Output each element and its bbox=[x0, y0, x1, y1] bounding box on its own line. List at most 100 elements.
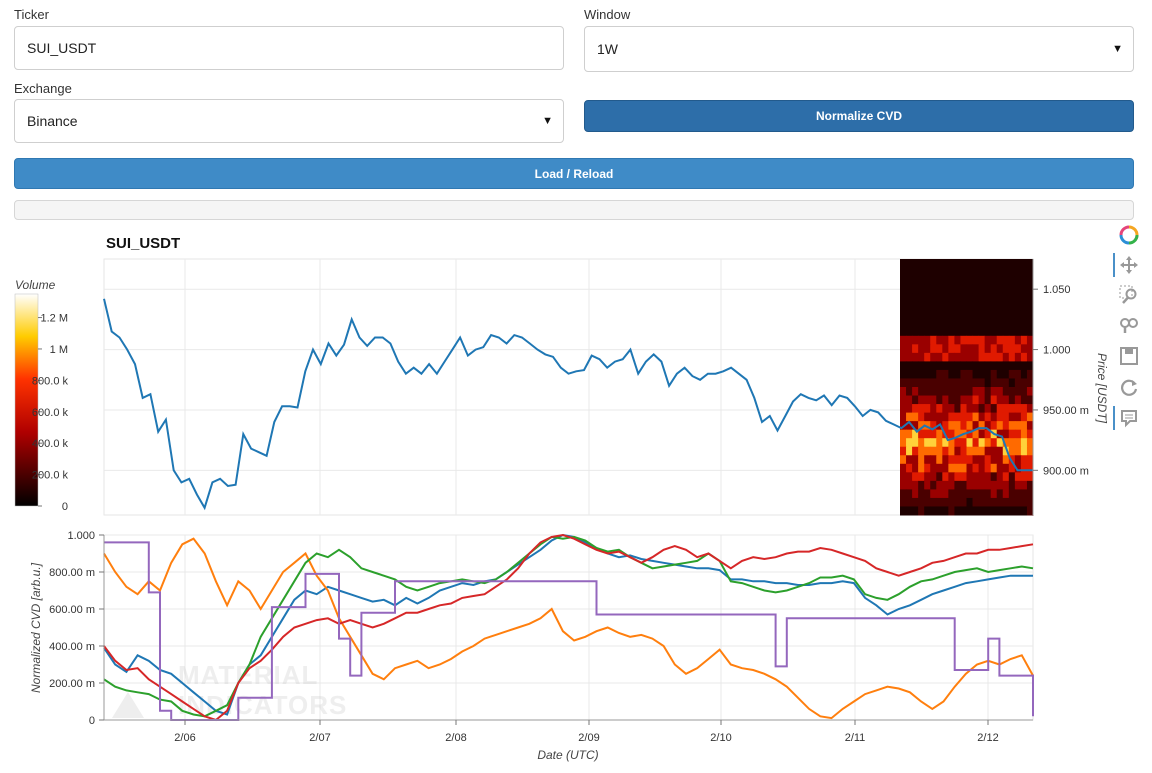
heatmap-cell bbox=[954, 421, 961, 431]
heatmap-cell bbox=[966, 259, 974, 269]
heatmap-cell bbox=[984, 293, 992, 303]
heatmap-cell bbox=[924, 497, 931, 507]
heatmap-cell bbox=[978, 369, 986, 379]
heatmap-cell bbox=[984, 301, 992, 311]
reset-icon[interactable] bbox=[1119, 377, 1139, 397]
normalize-cvd-button[interactable]: Normalize CVD bbox=[584, 100, 1134, 132]
heatmap-cell bbox=[1026, 455, 1034, 465]
heatmap-cell bbox=[906, 497, 913, 507]
pan-icon[interactable] bbox=[1113, 253, 1139, 277]
ticker-input[interactable]: SUI_USDT bbox=[14, 26, 564, 70]
heatmap-cell bbox=[996, 395, 1004, 405]
x-tick-label: 2/09 bbox=[578, 732, 599, 744]
heatmap-cell bbox=[1008, 395, 1016, 405]
heatmap-cell bbox=[1008, 318, 1016, 328]
heatmap-cell bbox=[918, 387, 925, 397]
caret-down-icon: ▼ bbox=[542, 115, 553, 127]
heatmap-cell bbox=[1002, 301, 1010, 311]
heatmap-cell bbox=[918, 404, 925, 414]
heatmap-cell bbox=[936, 267, 943, 277]
heatmap-cell bbox=[954, 284, 961, 294]
heatmap-cell bbox=[924, 412, 931, 422]
heatmap-cell bbox=[954, 259, 961, 269]
heatmap-cell bbox=[1020, 480, 1028, 490]
save-icon[interactable] bbox=[1119, 346, 1139, 366]
heatmap-cell bbox=[966, 412, 974, 422]
heatmap-cell bbox=[918, 259, 925, 269]
heatmap-cell bbox=[996, 429, 1004, 439]
heatmap-cell bbox=[1020, 327, 1028, 337]
heatmap-cell bbox=[966, 276, 974, 286]
heatmap-cell bbox=[924, 301, 931, 311]
heatmap-cell bbox=[984, 327, 992, 337]
heatmap-cell bbox=[924, 506, 931, 516]
heatmap-cell bbox=[930, 387, 937, 397]
heatmap-cell bbox=[924, 276, 931, 286]
heatmap-cell bbox=[918, 344, 925, 354]
heatmap-cell bbox=[948, 489, 955, 499]
heatmap-cell bbox=[978, 446, 986, 456]
heatmap-cell bbox=[996, 480, 1004, 490]
wheel-zoom-icon[interactable] bbox=[1119, 315, 1139, 335]
heatmap-cell bbox=[972, 455, 980, 465]
heatmap-cell bbox=[960, 335, 967, 345]
heatmap-cell bbox=[1008, 497, 1016, 507]
heatmap-cell bbox=[990, 497, 998, 507]
window-select[interactable]: 1W ▼ bbox=[584, 26, 1134, 72]
heatmap-cell bbox=[978, 404, 986, 414]
heatmap-cell bbox=[1002, 387, 1010, 397]
heatmap-cell bbox=[948, 395, 955, 405]
heatmap-cell bbox=[900, 412, 907, 422]
heatmap-cell bbox=[936, 489, 943, 499]
heatmap-cell bbox=[1026, 335, 1034, 345]
cvd-series-line bbox=[103, 537, 1034, 720]
heatmap-cell bbox=[1002, 472, 1010, 482]
heatmap-cell bbox=[1014, 404, 1022, 414]
heatmap-cell bbox=[1026, 301, 1034, 311]
heatmap-cell bbox=[948, 387, 955, 397]
heatmap-cell bbox=[984, 463, 992, 473]
heatmap-cell bbox=[978, 497, 986, 507]
heatmap-cell bbox=[972, 259, 980, 269]
heatmap-cell bbox=[936, 438, 943, 448]
exchange-select[interactable]: Binance ▼ bbox=[14, 99, 564, 143]
heatmap-cell bbox=[942, 361, 949, 371]
heatmap-cell bbox=[942, 480, 949, 490]
heatmap-cell bbox=[954, 387, 961, 397]
load-reload-button[interactable]: Load / Reload bbox=[14, 158, 1134, 189]
heatmap-cell bbox=[1008, 446, 1016, 456]
heatmap-cell bbox=[984, 276, 992, 286]
heatmap-cell bbox=[972, 489, 980, 499]
heatmap-cell bbox=[996, 369, 1004, 379]
heatmap-cell bbox=[990, 335, 998, 345]
heatmap-cell bbox=[1014, 301, 1022, 311]
box-zoom-icon[interactable] bbox=[1119, 285, 1139, 305]
heatmap-cell bbox=[1008, 480, 1016, 490]
heatmap-cell bbox=[1020, 259, 1028, 269]
heatmap-cell bbox=[1014, 284, 1022, 294]
heatmap-cell bbox=[960, 395, 967, 405]
hover-icon[interactable] bbox=[1113, 406, 1139, 430]
heatmap-cell bbox=[1026, 318, 1034, 328]
heatmap-cell bbox=[954, 378, 961, 388]
bokeh-logo-icon[interactable] bbox=[1119, 225, 1139, 245]
heatmap-cell bbox=[906, 463, 913, 473]
heatmap-cell bbox=[924, 455, 931, 465]
heatmap-cell bbox=[918, 284, 925, 294]
heatmap-cell bbox=[978, 318, 986, 328]
price-tick-label: 1.000 bbox=[1043, 345, 1071, 357]
heatmap-cell bbox=[906, 421, 913, 431]
heatmap-cell bbox=[912, 284, 919, 294]
heatmap-cell bbox=[960, 455, 967, 465]
heatmap-cell bbox=[990, 369, 998, 379]
heatmap-cell bbox=[1014, 438, 1022, 448]
heatmap-cell bbox=[924, 421, 931, 431]
heatmap-cell bbox=[930, 293, 937, 303]
heatmap-cell bbox=[930, 446, 937, 456]
heatmap-cell bbox=[906, 446, 913, 456]
window-label: Window bbox=[584, 7, 631, 22]
heatmap-cell bbox=[960, 378, 967, 388]
heatmap-cell bbox=[924, 489, 931, 499]
heatmap-cell bbox=[918, 429, 925, 439]
